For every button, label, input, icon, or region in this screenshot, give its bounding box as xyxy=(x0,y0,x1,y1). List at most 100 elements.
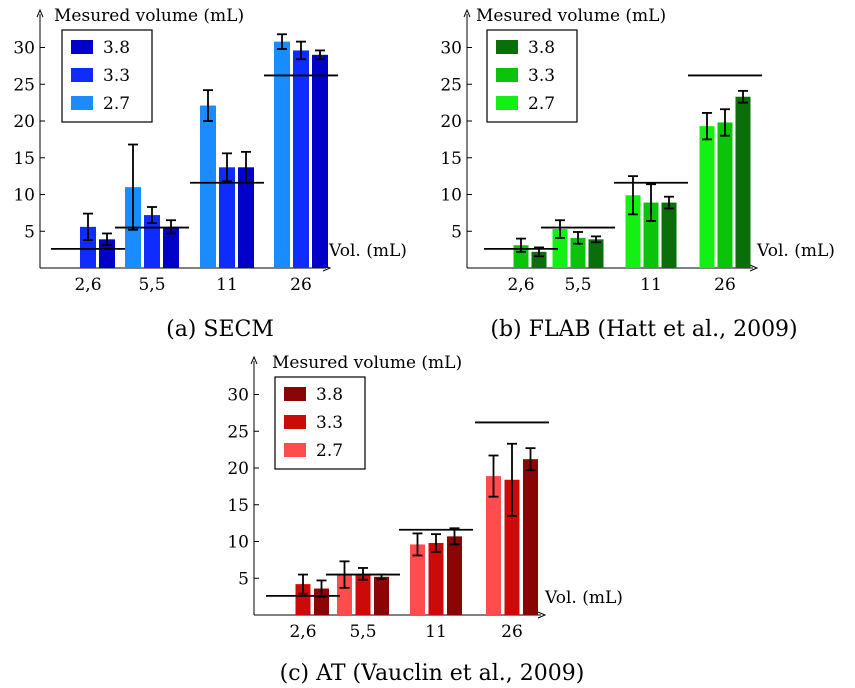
panel-bars xyxy=(80,41,328,269)
x-tick-label: 5,5 xyxy=(138,275,165,295)
bar xyxy=(355,573,371,615)
x-tick-label: 2,6 xyxy=(289,622,316,642)
y-tick-label: 10 xyxy=(13,186,35,206)
x-tick-label: 26 xyxy=(501,622,523,642)
x-tick-label: 11 xyxy=(425,622,447,642)
legend-label-3-8: 3.8 xyxy=(316,385,343,405)
bar xyxy=(80,226,96,268)
panel-error-bars xyxy=(83,33,325,247)
y-tick-label: 20 xyxy=(440,112,462,132)
legend: 3.8 3.3 2.7 xyxy=(486,29,578,123)
x-axis-title: Vol. (mL) xyxy=(756,241,835,261)
bar xyxy=(504,479,520,615)
legend-label-3-8: 3.8 xyxy=(103,38,130,58)
legend-swatch-3-8 xyxy=(496,40,518,54)
y-axis-arrow xyxy=(36,8,44,18)
y-tick-label: 25 xyxy=(13,75,35,95)
panel-bars xyxy=(295,459,538,615)
legend-swatch-3-3 xyxy=(284,415,306,429)
x-tick-label: 11 xyxy=(640,275,662,295)
y-tick-label: 5 xyxy=(24,222,35,242)
panel-error-bars xyxy=(516,89,748,258)
x-axis-arrow xyxy=(749,264,759,272)
y-tick-label: 20 xyxy=(227,459,249,479)
legend-label-3-3: 3.3 xyxy=(316,413,343,433)
y-tick-label: 30 xyxy=(440,39,462,59)
bar xyxy=(219,167,235,268)
panel-caption: (c) AT (Vauclin et al., 2009) xyxy=(280,661,585,686)
bar xyxy=(699,126,715,269)
x-tick-label: 5,5 xyxy=(564,275,591,295)
y-tick-label: 10 xyxy=(440,186,462,206)
y-axis-title: Mesured volume (mL) xyxy=(272,353,462,373)
bar xyxy=(570,237,586,268)
bar xyxy=(552,229,568,268)
panel-error-bars xyxy=(298,442,536,598)
panel-flab: 5 10 15 20 25 30 2,6 5,5 11 26 Mesured volume (mL… xyxy=(440,6,835,342)
y-tick-label: 25 xyxy=(227,422,249,442)
y-tick-label: 5 xyxy=(451,222,462,242)
bar xyxy=(99,239,115,268)
legend: 3.8 3.3 2.7 xyxy=(61,29,153,123)
legend-swatch-3-8 xyxy=(284,387,306,401)
y-tick-label: 25 xyxy=(440,75,462,95)
panel-caption: (a) SECM xyxy=(166,317,274,342)
y-axis-arrow xyxy=(250,355,258,365)
legend-swatch-2-7 xyxy=(496,96,518,110)
y-tick-label: 15 xyxy=(13,149,35,169)
legend-label-2-7: 2.7 xyxy=(528,94,555,114)
bar xyxy=(293,50,309,268)
y-tick-label: 20 xyxy=(13,112,35,132)
x-axis-title: Vol. (mL) xyxy=(544,588,623,608)
legend-swatch-2-7 xyxy=(71,96,93,110)
bar xyxy=(295,584,311,615)
bar xyxy=(200,105,216,268)
bar xyxy=(238,167,254,268)
bar xyxy=(643,202,659,268)
x-axis-title: Vol. (mL) xyxy=(328,241,407,261)
panel-at: 5 10 15 20 25 30 2,6 5,5 11 26 Mesured volume (mL… xyxy=(227,353,623,686)
y-tick-label: 15 xyxy=(227,496,249,516)
y-axis-title: Mesured volume (mL) xyxy=(476,6,666,26)
x-tick-label: 11 xyxy=(216,275,238,295)
bar xyxy=(735,96,751,269)
panel-axes: 5 10 15 20 25 30 2,6 5,5 11 26 xyxy=(13,8,332,295)
bar xyxy=(523,459,538,615)
bar xyxy=(337,574,352,615)
legend-label-2-7: 2.7 xyxy=(103,94,130,114)
legend-label-3-8: 3.8 xyxy=(528,38,555,58)
legend: 3.8 3.3 2.7 xyxy=(274,376,366,470)
y-axis-arrow xyxy=(463,8,471,18)
bar xyxy=(661,202,677,268)
legend-swatch-3-3 xyxy=(496,68,518,82)
legend-label-2-7: 2.7 xyxy=(316,441,343,461)
x-tick-label: 2,6 xyxy=(74,275,101,295)
bar xyxy=(163,226,179,268)
y-tick-label: 15 xyxy=(440,149,462,169)
legend-swatch-3-8 xyxy=(71,40,93,54)
y-axis-title: Mesured volume (mL) xyxy=(54,6,244,26)
bar xyxy=(274,41,290,269)
y-tick-label: 5 xyxy=(238,569,249,589)
bar xyxy=(428,542,444,615)
legend-swatch-2-7 xyxy=(284,443,306,457)
bar xyxy=(513,245,529,268)
x-tick-label: 2,6 xyxy=(507,275,534,295)
bar xyxy=(588,239,604,268)
panel-reference-lines xyxy=(51,74,338,250)
x-axis-arrow xyxy=(537,611,547,619)
legend-swatch-3-3 xyxy=(71,68,93,82)
y-tick-label: 10 xyxy=(227,533,249,553)
panel-axes: 5 10 15 20 25 30 2,6 5,5 11 26 xyxy=(227,355,547,642)
x-tick-label: 5,5 xyxy=(349,622,376,642)
bar xyxy=(717,122,733,268)
x-tick-label: 26 xyxy=(714,275,736,295)
legend-label-3-3: 3.3 xyxy=(103,66,130,86)
x-tick-label: 26 xyxy=(290,275,312,295)
panel-bars xyxy=(513,96,751,269)
bar xyxy=(410,544,425,615)
bar xyxy=(486,476,501,615)
bar xyxy=(625,195,641,268)
bar xyxy=(312,54,328,268)
